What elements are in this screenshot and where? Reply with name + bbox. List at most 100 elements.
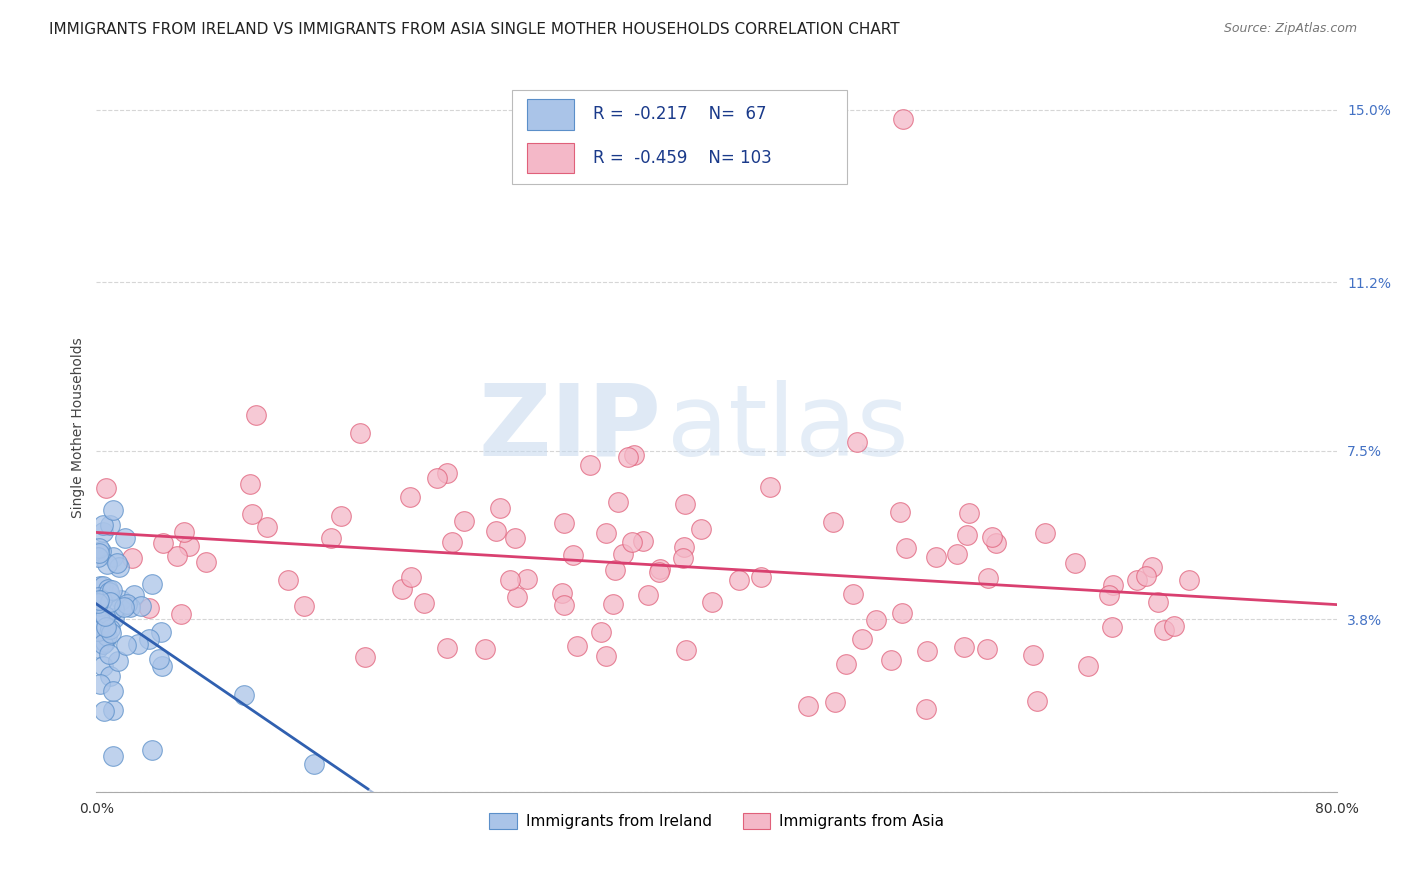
Point — [91, 637, 114, 651]
Point — [93, 704, 115, 718]
Point — [105, 556, 128, 570]
Point — [1098, 588, 1121, 602]
Point — [91, 579, 114, 593]
Point — [177, 539, 200, 553]
Point — [103, 602, 125, 616]
Point — [89, 613, 111, 627]
Point — [889, 505, 911, 519]
Legend: Immigrants from Ireland, Immigrants from Asia: Immigrants from Ireland, Immigrants from… — [484, 807, 950, 835]
Point — [141, 577, 163, 591]
Point — [349, 425, 371, 440]
Point — [87, 624, 110, 638]
Point — [835, 657, 858, 671]
Point — [980, 530, 1002, 544]
Point — [121, 551, 143, 566]
FancyBboxPatch shape — [527, 99, 574, 129]
Point — [565, 640, 588, 654]
Point — [399, 570, 422, 584]
Point — [354, 649, 377, 664]
Point — [1135, 568, 1157, 582]
Point — [503, 531, 526, 545]
Point — [94, 625, 117, 640]
Point — [94, 609, 117, 624]
Point — [865, 614, 887, 628]
Point — [98, 585, 121, 599]
Point — [890, 606, 912, 620]
Point — [1077, 659, 1099, 673]
Point — [647, 565, 669, 579]
Point — [453, 514, 475, 528]
Point — [1101, 620, 1123, 634]
Point — [1178, 573, 1201, 587]
Point — [89, 593, 111, 607]
Point — [256, 519, 278, 533]
Point — [138, 601, 160, 615]
Text: ZIP: ZIP — [478, 379, 661, 476]
Point — [728, 574, 751, 588]
Point — [89, 578, 111, 592]
Point — [98, 669, 121, 683]
Point — [152, 535, 174, 549]
Point — [591, 624, 613, 639]
Point — [977, 571, 1000, 585]
Point — [617, 450, 640, 464]
Point — [96, 558, 118, 572]
Point — [474, 641, 496, 656]
Point — [112, 599, 135, 614]
Point — [103, 550, 125, 565]
Point — [956, 528, 979, 542]
Point — [150, 658, 173, 673]
Point — [915, 644, 938, 658]
Point — [749, 569, 772, 583]
Point — [91, 659, 114, 673]
Point — [94, 635, 117, 649]
Point — [606, 495, 628, 509]
Point — [1163, 619, 1185, 633]
Point — [623, 448, 645, 462]
Point — [232, 688, 254, 702]
Point — [98, 622, 121, 636]
Point — [100, 583, 122, 598]
Point — [672, 551, 695, 566]
Point — [976, 642, 998, 657]
Point — [841, 587, 863, 601]
Point — [553, 516, 575, 530]
Point — [90, 592, 112, 607]
Point — [412, 596, 434, 610]
Point — [1033, 525, 1056, 540]
Point — [89, 599, 111, 613]
Point — [759, 480, 782, 494]
Point — [436, 640, 458, 655]
Point — [114, 531, 136, 545]
Point — [173, 524, 195, 539]
Point — [97, 647, 120, 661]
Point — [391, 582, 413, 596]
Point — [612, 547, 634, 561]
Point — [101, 503, 124, 517]
Point — [984, 535, 1007, 549]
Point — [94, 481, 117, 495]
Point — [240, 507, 263, 521]
Point — [100, 595, 122, 609]
Point — [579, 458, 602, 472]
Point — [595, 648, 617, 663]
Point — [89, 541, 111, 556]
Point — [277, 573, 299, 587]
Point — [896, 541, 918, 555]
Point — [796, 698, 818, 713]
Point — [851, 632, 873, 646]
Point — [89, 623, 111, 637]
Point — [101, 749, 124, 764]
Point — [118, 600, 141, 615]
Point — [673, 496, 696, 510]
Point — [89, 617, 111, 632]
Point — [846, 435, 869, 450]
Text: Source: ZipAtlas.com: Source: ZipAtlas.com — [1223, 22, 1357, 36]
Point — [150, 625, 173, 640]
Point — [91, 524, 114, 539]
Point — [195, 556, 218, 570]
Point — [561, 549, 583, 563]
Point — [945, 547, 967, 561]
Text: IMMIGRANTS FROM IRELAND VS IMMIGRANTS FROM ASIA SINGLE MOTHER HOUSEHOLDS CORRELA: IMMIGRANTS FROM IRELAND VS IMMIGRANTS FR… — [49, 22, 900, 37]
Point — [1142, 560, 1164, 574]
